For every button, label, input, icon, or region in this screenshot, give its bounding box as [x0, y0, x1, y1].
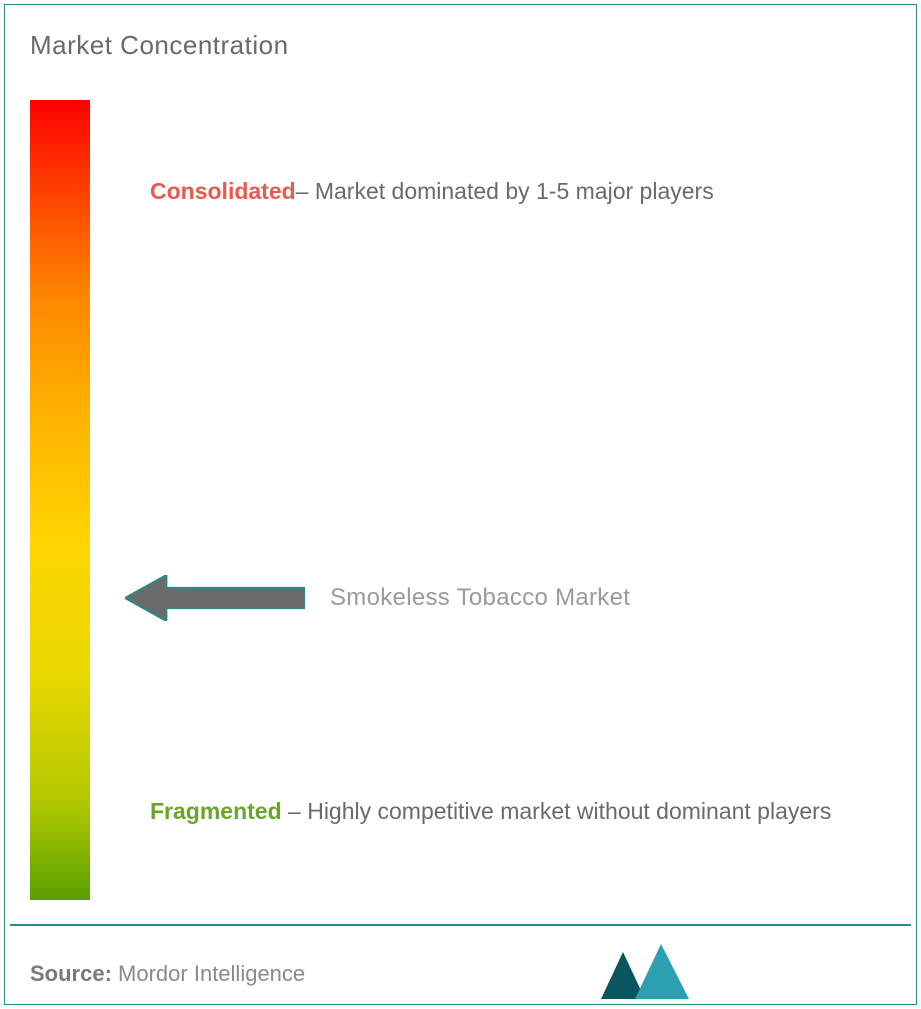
source-attribution: Source: Mordor Intelligence [30, 961, 305, 987]
chart-title: Market Concentration [30, 30, 289, 61]
market-indicator: Smokeless Tobacco Market [125, 575, 630, 621]
outer-frame [4, 4, 917, 1005]
concentration-gradient-bar [30, 100, 90, 900]
source-label: Source: [30, 961, 112, 986]
footer-divider [10, 924, 911, 926]
market-name: Smokeless Tobacco Market [330, 584, 630, 612]
fragmented-desc: – Highly competitive market without domi… [282, 798, 832, 824]
fragmented-keyword: Fragmented [150, 798, 282, 824]
source-value: Mordor Intelligence [118, 961, 305, 986]
consolidated-keyword: Consolidated [150, 178, 296, 204]
arrow-left-icon [125, 575, 305, 621]
mordor-logo-icon [601, 944, 691, 999]
consolidated-label: Consolidated– Market dominated by 1-5 ma… [150, 170, 890, 214]
fragmented-label: Fragmented – Highly competitive market w… [150, 790, 890, 834]
consolidated-desc: – Market dominated by 1-5 major players [296, 178, 714, 204]
